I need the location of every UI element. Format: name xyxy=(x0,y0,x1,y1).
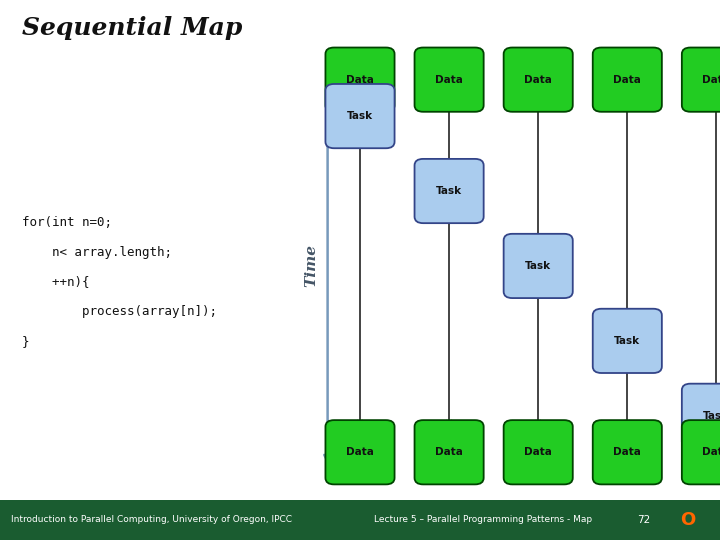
FancyBboxPatch shape xyxy=(593,48,662,112)
FancyBboxPatch shape xyxy=(593,420,662,484)
Text: Lecture 5 – Parallel Programming Patterns - Map: Lecture 5 – Parallel Programming Pattern… xyxy=(374,515,593,524)
Bar xyxy=(0,500,720,540)
FancyBboxPatch shape xyxy=(682,420,720,484)
Text: Task: Task xyxy=(614,336,640,346)
FancyBboxPatch shape xyxy=(325,84,395,148)
FancyBboxPatch shape xyxy=(682,383,720,448)
Text: Data: Data xyxy=(524,75,552,85)
FancyBboxPatch shape xyxy=(325,48,395,112)
Text: Data: Data xyxy=(435,447,463,457)
Text: Data: Data xyxy=(613,75,642,85)
FancyBboxPatch shape xyxy=(415,159,484,223)
Text: Data: Data xyxy=(703,75,720,85)
Text: process(array[n]);: process(array[n]); xyxy=(22,305,217,318)
Text: Introduction to Parallel Computing, University of Oregon, IPCC: Introduction to Parallel Computing, Univ… xyxy=(11,515,292,524)
FancyBboxPatch shape xyxy=(504,234,573,298)
Text: 72: 72 xyxy=(637,515,650,525)
Text: Time: Time xyxy=(305,245,319,287)
Text: ++n){: ++n){ xyxy=(22,275,89,288)
Text: Data: Data xyxy=(703,447,720,457)
Text: Data: Data xyxy=(346,447,374,457)
FancyBboxPatch shape xyxy=(325,420,395,484)
FancyBboxPatch shape xyxy=(682,48,720,112)
Text: Task: Task xyxy=(347,111,373,121)
FancyBboxPatch shape xyxy=(504,420,573,484)
Text: Data: Data xyxy=(346,75,374,85)
FancyBboxPatch shape xyxy=(415,420,484,484)
Text: }: } xyxy=(22,335,29,348)
Text: Task: Task xyxy=(525,261,552,271)
Text: O: O xyxy=(680,511,696,529)
Text: Task: Task xyxy=(703,411,720,421)
Text: Data: Data xyxy=(435,75,463,85)
Text: Data: Data xyxy=(524,447,552,457)
Text: Data: Data xyxy=(613,447,642,457)
Text: Task: Task xyxy=(436,186,462,196)
Text: Sequential Map: Sequential Map xyxy=(22,16,242,40)
FancyBboxPatch shape xyxy=(593,309,662,373)
Text: n< array.length;: n< array.length; xyxy=(22,246,171,259)
FancyBboxPatch shape xyxy=(415,48,484,112)
Text: for(int n=0;: for(int n=0; xyxy=(22,216,112,229)
FancyBboxPatch shape xyxy=(504,48,573,112)
